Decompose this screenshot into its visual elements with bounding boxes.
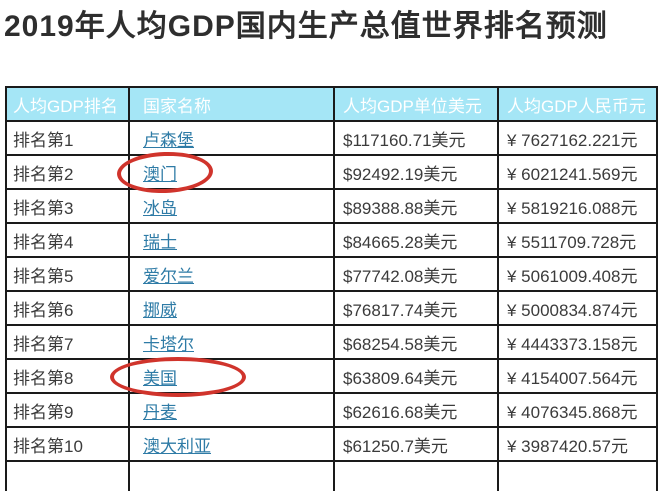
rank-cell: 排名第1 xyxy=(5,120,130,156)
rmb-value-cell: ¥ 5000834.874元 xyxy=(497,290,658,326)
country-cell: 卡塔尔 xyxy=(128,324,335,360)
usd-value-cell: $89388.88美元 xyxy=(333,188,499,224)
country-link[interactable]: 澳门 xyxy=(143,164,177,184)
col-header-country: 国家名称 xyxy=(128,86,335,122)
country-cell: 澳门 xyxy=(116,150,335,195)
country-link[interactable]: 爱尔兰 xyxy=(143,266,194,286)
rmb-value-cell: ¥ 5819216.088元 xyxy=(497,188,658,224)
gdp-ranking-table: 人均GDP排名 国家名称 人均GDP单位美元 人均GDP人民币元 排名第1 卢森… xyxy=(5,86,658,491)
country-cell: 美国 xyxy=(110,357,335,397)
usd-value-cell: $77742.08美元 xyxy=(333,256,499,292)
rmb-value-cell: ¥ 3987420.57元 xyxy=(497,426,658,462)
usd-value-cell: $68254.58美元 xyxy=(333,324,499,360)
table-header-row: 人均GDP排名 国家名称 人均GDP单位美元 人均GDP人民币元 xyxy=(5,86,658,122)
page-title: 2019年人均GDP国内生产总值世界排名预测 xyxy=(4,10,608,43)
table-row: 排名第7 卡塔尔 $68254.58美元 ¥ 4443373.158元 xyxy=(5,324,658,360)
table-row: 排名第9 丹麦 $62616.68美元 ¥ 4076345.868元 xyxy=(5,392,658,428)
rank-cell: 排名第4 xyxy=(5,222,130,258)
col-header-usd: 人均GDP单位美元 xyxy=(333,86,499,122)
rmb-value-cell: ¥ 5511709.728元 xyxy=(497,222,658,258)
partial-row xyxy=(5,460,658,491)
usd-value-cell: $84665.28美元 xyxy=(333,222,499,258)
table-row: 排名第8 美国 $63809.64美元 ¥ 4154007.564元 xyxy=(5,357,658,397)
red-circle-annotation xyxy=(110,357,246,397)
empty-cell xyxy=(128,460,335,491)
rmb-value-cell: ¥ 6021241.569元 xyxy=(497,154,658,190)
empty-cell xyxy=(5,460,130,491)
country-link[interactable]: 卡塔尔 xyxy=(143,334,194,354)
empty-cell xyxy=(497,460,658,491)
usd-value-cell: $92492.19美元 xyxy=(333,154,499,190)
table-row: 排名第3 冰岛 $89388.88美元 ¥ 5819216.088元 xyxy=(5,188,658,224)
usd-value-cell: $62616.68美元 xyxy=(333,392,499,428)
country-link[interactable]: 丹麦 xyxy=(143,402,177,422)
rank-cell: 排名第9 xyxy=(5,392,130,428)
country-link[interactable]: 冰岛 xyxy=(143,198,177,218)
usd-value-cell: $76817.74美元 xyxy=(333,290,499,326)
country-cell: 丹麦 xyxy=(128,392,335,428)
table-row: 排名第4 瑞士 $84665.28美元 ¥ 5511709.728元 xyxy=(5,222,658,258)
rank-cell: 排名第5 xyxy=(5,256,130,292)
table-row: 排名第1 卢森堡 $117160.71美元 ¥ 7627162.221元 xyxy=(5,120,658,156)
col-header-rmb: 人均GDP人民币元 xyxy=(497,86,658,122)
rank-cell: 排名第10 xyxy=(5,426,130,462)
rmb-value-cell: ¥ 4443373.158元 xyxy=(497,324,658,360)
rank-cell: 排名第8 xyxy=(5,358,130,394)
usd-value-cell: $63809.64美元 xyxy=(333,358,499,394)
table-row: 排名第2 澳门 $92492.19美元 ¥ 6021241.569元 xyxy=(5,150,658,195)
rank-cell: 排名第2 xyxy=(5,154,130,190)
rmb-value-cell: ¥ 7627162.221元 xyxy=(497,120,658,156)
country-link[interactable]: 澳大利亚 xyxy=(143,436,211,456)
rmb-value-cell: ¥ 5061009.408元 xyxy=(497,256,658,292)
country-link[interactable]: 挪威 xyxy=(143,300,177,320)
col-header-rank: 人均GDP排名 xyxy=(5,86,130,122)
country-link[interactable]: 美国 xyxy=(143,368,177,388)
country-cell: 澳大利亚 xyxy=(128,426,335,462)
country-link[interactable]: 瑞士 xyxy=(143,232,177,252)
rank-cell: 排名第6 xyxy=(5,290,130,326)
country-cell: 冰岛 xyxy=(128,188,335,224)
table-row: 排名第6 挪威 $76817.74美元 ¥ 5000834.874元 xyxy=(5,290,658,326)
empty-cell xyxy=(333,460,499,491)
table-row: 排名第5 爱尔兰 $77742.08美元 ¥ 5061009.408元 xyxy=(5,256,658,292)
rank-cell: 排名第3 xyxy=(5,188,130,224)
table-row: 排名第10 澳大利亚 $61250.7美元 ¥ 3987420.57元 xyxy=(5,426,658,462)
country-cell: 卢森堡 xyxy=(128,120,335,156)
rmb-value-cell: ¥ 4154007.564元 xyxy=(497,358,658,394)
rank-cell: 排名第7 xyxy=(5,324,130,360)
rmb-value-cell: ¥ 4076345.868元 xyxy=(497,392,658,428)
country-cell: 瑞士 xyxy=(128,222,335,258)
country-cell: 爱尔兰 xyxy=(128,256,335,292)
country-link[interactable]: 卢森堡 xyxy=(143,130,194,150)
usd-value-cell: $117160.71美元 xyxy=(333,120,499,156)
usd-value-cell: $61250.7美元 xyxy=(333,426,499,462)
country-cell: 挪威 xyxy=(128,290,335,326)
